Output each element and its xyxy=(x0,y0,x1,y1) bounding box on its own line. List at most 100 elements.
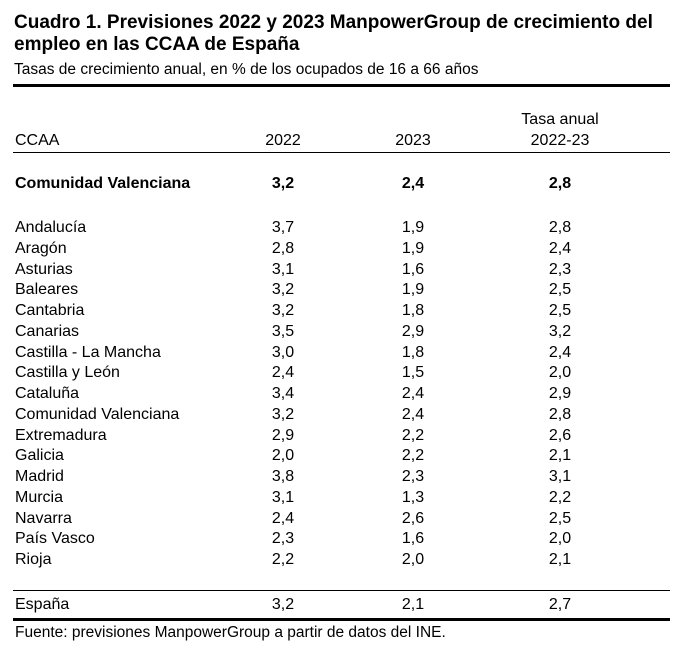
row-2022: 3,1 xyxy=(271,488,295,506)
row-region: Aragón xyxy=(15,239,67,257)
row-2022: 3,1 xyxy=(271,260,295,278)
row-rate: 2,5 xyxy=(548,302,572,319)
row-rate: 2,6 xyxy=(548,426,572,444)
row-2022: 2,2 xyxy=(271,551,295,568)
row-2023: 1,9 xyxy=(401,239,425,257)
row-2022: 3,5 xyxy=(271,322,295,340)
row-2022: 2,4 xyxy=(271,364,295,382)
row-2023: 2,2 xyxy=(401,426,425,444)
table-row: Baleares 3,2 1,9 2,5 xyxy=(0,280,680,301)
row-2022: 3,0 xyxy=(271,343,295,361)
table-row: Andalucía 3,7 1,9 2,8 xyxy=(0,218,680,239)
row-2023: 2,6 xyxy=(401,509,425,527)
header-2022: 2022 xyxy=(265,132,301,149)
table-row: Castilla y León 2,4 1,5 2,0 xyxy=(0,363,680,384)
row-rate: 2,9 xyxy=(548,385,572,402)
row-rate: 2,2 xyxy=(548,488,572,506)
row-region: Castilla - La Mancha xyxy=(15,343,161,361)
row-2022: 3,4 xyxy=(271,385,295,402)
row-2023: 1,8 xyxy=(401,302,425,319)
header-rule xyxy=(13,152,670,153)
row-rate: 2,0 xyxy=(548,530,572,548)
table-row: Rioja 2,2 2,0 2,1 xyxy=(0,550,680,571)
row-2023: 1,8 xyxy=(401,343,425,361)
header-2023: 2023 xyxy=(395,132,431,149)
header-rate-line2: 2022-23 xyxy=(530,132,590,149)
total-row: España 3,2 2,1 2,7 xyxy=(0,595,680,616)
row-2023: 1,5 xyxy=(401,364,425,382)
row-rate: 2,0 xyxy=(548,364,572,382)
total-rule xyxy=(13,590,670,591)
row-2022: 2,8 xyxy=(271,239,295,257)
row-rate: 2,5 xyxy=(548,509,572,527)
table-row: Cantabria 3,2 1,8 2,5 xyxy=(0,301,680,322)
row-2022: 3,2 xyxy=(271,302,295,319)
row-region: Andalucía xyxy=(15,219,87,236)
row-2022: 3,8 xyxy=(271,468,295,485)
row-2023: 2,2 xyxy=(401,447,425,465)
highlight-row: Comunidad Valenciana 3,2 2,4 2,8 xyxy=(0,174,680,195)
table-row: Castilla - La Mancha 3,0 1,8 2,4 xyxy=(0,343,680,364)
row-region: Castilla y León xyxy=(15,364,120,382)
table-row: Madrid 3,8 2,3 3,1 xyxy=(0,467,680,488)
table-row: Canarias 3,5 2,9 3,2 xyxy=(0,322,680,343)
row-region: Canarias xyxy=(15,322,80,340)
total-rate: 2,7 xyxy=(548,596,572,613)
row-region: Baleares xyxy=(15,281,79,299)
row-rate: 2,3 xyxy=(548,260,572,278)
row-region: Madrid xyxy=(15,468,64,485)
row-rate: 3,2 xyxy=(548,322,572,340)
total-2022: 3,2 xyxy=(271,596,295,613)
row-2023: 2,0 xyxy=(401,551,425,568)
row-region: País Vasco xyxy=(15,530,95,548)
row-2023: 1,3 xyxy=(401,488,425,506)
table-row: Aragón 2,8 1,9 2,4 xyxy=(0,239,680,260)
row-2022: 3,2 xyxy=(271,405,295,423)
row-rate: 2,5 xyxy=(548,281,572,299)
row-2023: 2,4 xyxy=(401,385,425,402)
row-region: Comunidad Valenciana xyxy=(15,405,180,423)
table-row: Galicia 2,0 2,2 2,1 xyxy=(0,446,680,467)
row-2023: 1,9 xyxy=(401,219,425,236)
table-title: Cuadro 1. Previsiones 2022 y 2023 Manpow… xyxy=(14,12,653,55)
row-region: Rioja xyxy=(15,551,52,568)
top-rule xyxy=(13,84,670,87)
row-region: Cantabria xyxy=(15,302,85,319)
table-row: Murcia 3,1 1,3 2,2 xyxy=(0,488,680,509)
row-rate: 3,1 xyxy=(548,468,572,485)
table-subtitle: Tasas de crecimiento anual, en % de los … xyxy=(14,61,479,78)
row-rate: 2,1 xyxy=(548,447,572,465)
table-row: Navarra 2,4 2,6 2,5 xyxy=(0,509,680,530)
row-2022: 2,9 xyxy=(271,426,295,444)
row-2022: 3,2 xyxy=(271,281,295,299)
row-2023: 1,6 xyxy=(401,530,425,548)
total-2023: 2,1 xyxy=(401,596,425,613)
table-row: Extremadura 2,9 2,2 2,6 xyxy=(0,426,680,447)
row-2023: 2,4 xyxy=(401,405,425,423)
row-rate: 2,8 xyxy=(548,405,572,423)
highlight-2022: 3,2 xyxy=(271,175,295,192)
row-region: Cataluña xyxy=(15,385,80,402)
source-note: Fuente: previsiones ManpowerGroup a part… xyxy=(15,624,446,641)
row-rate: 2,4 xyxy=(548,239,572,257)
row-2023: 1,9 xyxy=(401,281,425,299)
row-region: Asturias xyxy=(15,260,73,278)
row-2022: 2,0 xyxy=(271,447,295,465)
row-2022: 3,7 xyxy=(271,219,295,236)
row-region: Murcia xyxy=(15,488,64,506)
table-row: Comunidad Valenciana 3,2 2,4 2,8 xyxy=(0,405,680,426)
highlight-2023: 2,4 xyxy=(401,175,425,192)
header-rate-line1: Tasa anual xyxy=(521,111,599,128)
row-2023: 2,9 xyxy=(401,322,425,340)
row-2023: 1,6 xyxy=(401,260,425,278)
row-region: Galicia xyxy=(15,447,64,465)
highlight-region: Comunidad Valenciana xyxy=(15,175,191,192)
header-region: CCAA xyxy=(15,132,60,149)
row-rate: 2,1 xyxy=(548,551,572,568)
table-row: Cataluña 3,4 2,4 2,9 xyxy=(0,384,680,405)
table-row: País Vasco 2,3 1,6 2,0 xyxy=(0,529,680,550)
row-2022: 2,3 xyxy=(271,530,295,548)
table-row: Asturias 3,1 1,6 2,3 xyxy=(0,260,680,281)
row-region: Extremadura xyxy=(15,426,107,444)
